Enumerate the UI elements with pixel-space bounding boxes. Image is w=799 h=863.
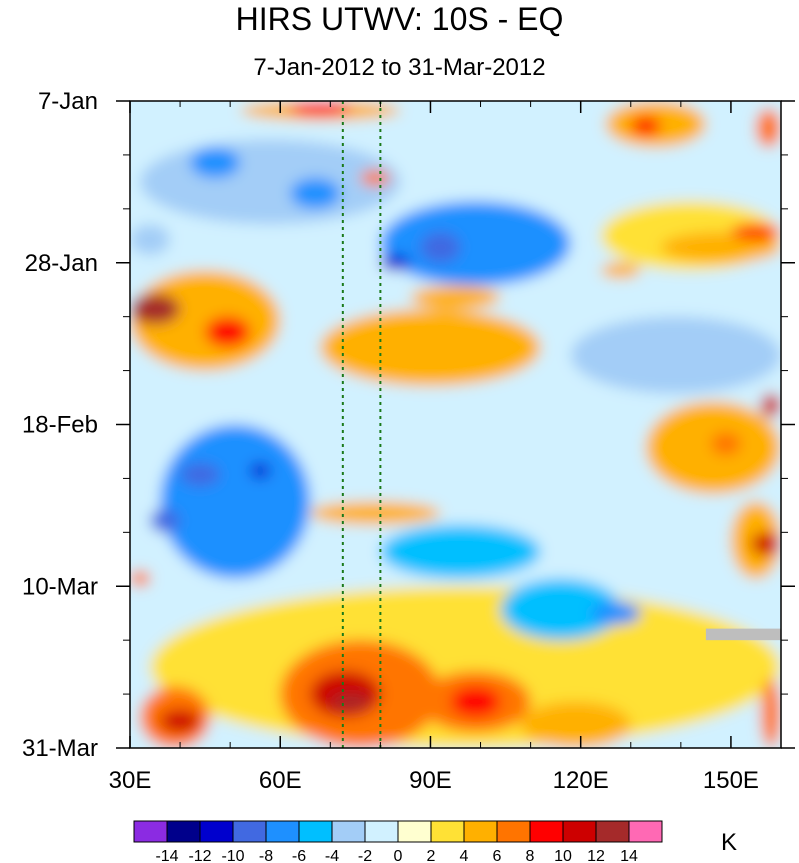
- colorbar-swatch: [232, 820, 267, 843]
- anomaly-cell: [130, 293, 181, 325]
- anomaly-cell: [330, 694, 371, 710]
- anomaly-cell: [190, 147, 241, 179]
- anomaly-cell: [500, 578, 621, 641]
- colorbar-swatch: [529, 820, 564, 843]
- anomaly-cell: [600, 262, 641, 279]
- colorbar-label: 10: [554, 848, 572, 863]
- anomaly-cell: [590, 601, 641, 625]
- anomaly-cell: [140, 139, 401, 225]
- anomaly-cell: [755, 108, 781, 148]
- colorbar-label: -14: [155, 848, 178, 863]
- anomaly-cell: [290, 178, 341, 209]
- anomaly-cell: [760, 678, 781, 748]
- colorbar-label: -8: [259, 848, 273, 863]
- anomaly-cell: [130, 270, 281, 371]
- anomaly-cell: [380, 201, 571, 286]
- colorbar-unit-label: K: [721, 829, 737, 856]
- colorbar-swatch: [628, 820, 663, 843]
- colorbar-label: -4: [325, 848, 339, 863]
- colorbar-label: 14: [620, 848, 638, 863]
- anomaly-cell: [380, 255, 411, 271]
- colorbar-label: 0: [394, 848, 403, 863]
- axes: 30E 60E 90E 120E 150E 7-Jan 28-Jan 18-Feb 10-Mar…: [22, 88, 795, 794]
- anomaly-cell: [250, 463, 271, 479]
- anomaly-cell: [410, 285, 501, 309]
- anomaly-cell: [730, 224, 781, 240]
- anomaly-cell: [450, 686, 501, 718]
- anomaly-cell: [130, 224, 171, 256]
- y-tick-label: 31-Mar: [22, 735, 98, 762]
- colorbar-label: 12: [587, 848, 605, 863]
- colorbar-swatch: [463, 820, 498, 843]
- colorbar-swatch: [298, 820, 333, 843]
- colorbar-label: -10: [221, 848, 244, 863]
- colorbar-swatch: [133, 820, 168, 843]
- colorbar-swatch: [331, 820, 366, 843]
- anomaly-cell: [310, 670, 381, 718]
- colorbar-swatch: [595, 820, 630, 843]
- colorbar-label: 8: [526, 848, 535, 863]
- anomaly-cell: [420, 231, 461, 263]
- missing-data-region: [705, 628, 781, 641]
- colorbar-label: 4: [460, 848, 469, 863]
- colorbar-label: 2: [427, 848, 436, 863]
- colorbar-swatch: [265, 820, 300, 843]
- x-tick-label: 150E: [703, 767, 759, 794]
- anomaly-cell: [660, 231, 781, 263]
- x-tick-label: 90E: [409, 767, 452, 794]
- anomaly-field: [130, 101, 781, 748]
- chart-title: HIRS UTWV: 10S - EQ: [235, 1, 564, 37]
- anomaly-cell: [150, 509, 181, 533]
- anomaly-cell: [630, 116, 661, 136]
- x-tick-label: 30E: [109, 767, 152, 794]
- colorbar-label: -6: [292, 848, 306, 863]
- y-tick-label: 28-Jan: [25, 250, 98, 277]
- anomaly-cell: [310, 501, 441, 525]
- chart-subtitle: 7-Jan-2012 to 31-Mar-2012: [253, 54, 546, 81]
- y-tick-label: 7-Jan: [38, 88, 98, 115]
- x-tick-label: 60E: [259, 767, 302, 794]
- y-tick-label: 18-Feb: [22, 412, 98, 439]
- anomaly-cell: [160, 424, 311, 579]
- colorbar-swatch: [199, 820, 234, 843]
- colorbar-swatch: [496, 820, 531, 843]
- colorbar-label: 6: [493, 848, 502, 863]
- anomaly-cell: [205, 316, 251, 348]
- reference-lines: [341, 101, 382, 748]
- anomaly-cell: [160, 709, 201, 733]
- anomaly-cell: [710, 432, 741, 456]
- colorbar-swatch: [430, 820, 465, 843]
- colorbar-swatch: [397, 820, 432, 843]
- anomaly-cell: [760, 393, 781, 417]
- anomaly-cell: [130, 570, 151, 587]
- colorbar-swatch: [166, 820, 201, 843]
- anomaly-field-smoothed: [130, 101, 781, 748]
- colorbar-swatch: [364, 820, 399, 843]
- colorbar-label: -2: [358, 848, 372, 863]
- anomaly-cell: [180, 463, 221, 487]
- missing-data-layer: [705, 628, 781, 641]
- anomaly-cell: [570, 316, 781, 394]
- anomaly-cell: [750, 532, 781, 556]
- x-tick-label: 120E: [553, 767, 609, 794]
- anomaly-cell: [380, 524, 541, 579]
- colorbar-label: -12: [188, 848, 211, 863]
- y-tick-label: 10-Mar: [22, 573, 98, 600]
- anomaly-cell: [320, 308, 541, 386]
- anomaly-cell: [290, 101, 351, 117]
- anomaly-cell: [520, 701, 631, 748]
- colorbar: -14 -12 -10 -8 -6 -4 -2 0 2 4 6 8 10 12 14 K: [133, 820, 737, 863]
- colorbar-swatch: [562, 820, 597, 843]
- anomaly-cell: [360, 170, 391, 186]
